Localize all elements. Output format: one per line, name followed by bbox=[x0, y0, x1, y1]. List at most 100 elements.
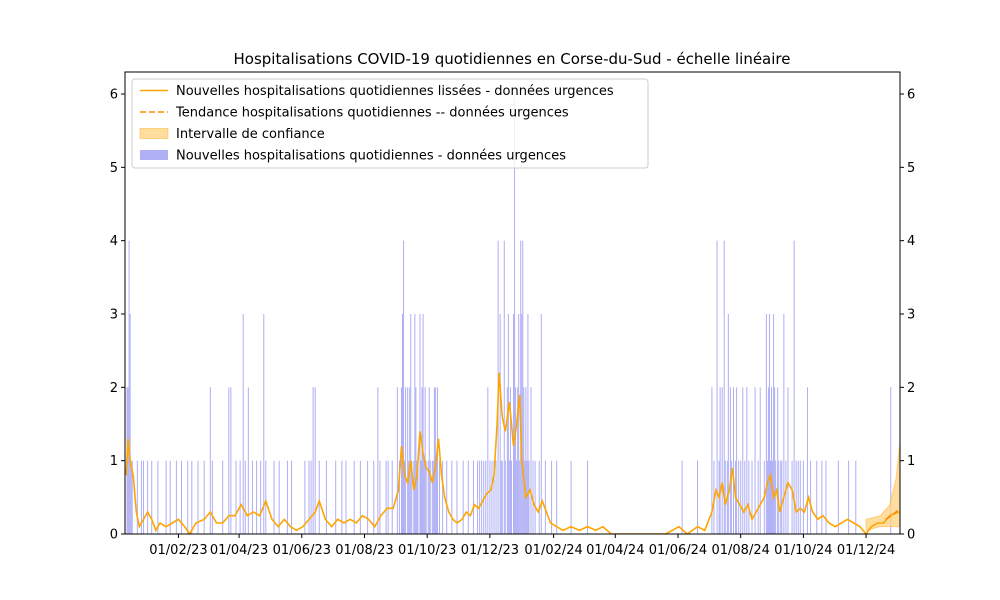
x-tick: 01/02/23 bbox=[149, 534, 208, 558]
bar bbox=[732, 387, 735, 534]
bar bbox=[432, 460, 434, 534]
bar bbox=[773, 314, 775, 534]
y-tick-left: 0 bbox=[110, 528, 125, 543]
bar bbox=[742, 387, 744, 534]
bar bbox=[738, 460, 740, 534]
bar bbox=[716, 240, 718, 534]
bar bbox=[530, 387, 532, 534]
legend: Nouvelles hospitalisations quotidiennes … bbox=[131, 78, 649, 169]
bar bbox=[431, 460, 433, 534]
bar bbox=[521, 314, 523, 534]
bar bbox=[525, 387, 527, 534]
bar bbox=[472, 460, 474, 534]
bar bbox=[499, 314, 501, 534]
bar bbox=[251, 460, 253, 534]
bar bbox=[467, 460, 469, 534]
bar bbox=[751, 460, 753, 534]
x-tick-label: 01/06/23 bbox=[273, 543, 331, 558]
bar bbox=[524, 460, 526, 534]
bar bbox=[419, 314, 421, 534]
bar bbox=[181, 460, 183, 534]
bar bbox=[256, 460, 258, 534]
bar bbox=[407, 387, 409, 534]
bar bbox=[503, 240, 505, 534]
y-tick-left: 5 bbox=[110, 161, 125, 176]
x-tick-label: 01/04/24 bbox=[586, 543, 644, 558]
bar bbox=[345, 460, 347, 534]
legend-box bbox=[131, 78, 649, 169]
bar bbox=[821, 460, 823, 534]
bar bbox=[729, 387, 731, 534]
bar bbox=[799, 460, 801, 534]
bar bbox=[528, 460, 530, 534]
bar bbox=[855, 460, 857, 534]
bar bbox=[127, 387, 129, 534]
y-tick-label: 4 bbox=[110, 234, 118, 249]
x-tick: 01/06/23 bbox=[273, 534, 331, 558]
bar bbox=[414, 314, 416, 534]
bar bbox=[759, 387, 761, 534]
bar bbox=[587, 460, 589, 534]
bar bbox=[489, 460, 491, 534]
bar bbox=[780, 460, 782, 534]
bar bbox=[740, 460, 742, 534]
bar bbox=[721, 387, 723, 534]
bar bbox=[501, 460, 503, 534]
x-tick: 01/04/23 bbox=[210, 534, 268, 558]
plot-series bbox=[125, 97, 900, 534]
bar bbox=[314, 387, 316, 534]
bar bbox=[793, 240, 795, 534]
y-tick-label: 3 bbox=[907, 308, 915, 323]
bar bbox=[379, 460, 381, 534]
y-tick-left: 2 bbox=[110, 381, 125, 396]
bar bbox=[777, 387, 779, 534]
y-tick-left: 4 bbox=[110, 234, 125, 249]
bar bbox=[513, 314, 515, 534]
bar bbox=[439, 460, 441, 534]
bar bbox=[520, 240, 522, 534]
x-tick: 01/12/24 bbox=[837, 534, 895, 558]
bar bbox=[527, 314, 529, 534]
bar bbox=[785, 460, 787, 534]
bar bbox=[519, 460, 521, 534]
bar bbox=[723, 240, 725, 534]
bar bbox=[415, 387, 417, 534]
bar bbox=[373, 460, 375, 534]
y-tick-right: 5 bbox=[900, 161, 915, 176]
bar bbox=[411, 460, 413, 534]
y-tick-left: 6 bbox=[110, 88, 125, 103]
bar bbox=[151, 460, 153, 534]
bar bbox=[477, 460, 479, 534]
bar bbox=[508, 460, 510, 534]
bar bbox=[391, 460, 393, 534]
x-tick: 01/08/24 bbox=[711, 534, 770, 558]
legend-item: Tendance hospitalisations quotidiennes -… bbox=[140, 106, 569, 121]
bar bbox=[711, 387, 713, 534]
bar bbox=[128, 240, 130, 534]
bar bbox=[222, 460, 224, 534]
bar bbox=[781, 460, 783, 534]
bar bbox=[404, 460, 406, 534]
y-tick-label: 4 bbox=[907, 234, 915, 249]
plot-frame bbox=[124, 71, 901, 535]
bar bbox=[129, 314, 131, 534]
bar bbox=[235, 460, 237, 534]
bar bbox=[413, 460, 415, 534]
bar bbox=[131, 460, 133, 534]
bar bbox=[487, 387, 489, 534]
bar bbox=[436, 387, 438, 534]
bar bbox=[890, 387, 892, 534]
bar bbox=[396, 387, 398, 534]
bar bbox=[825, 460, 827, 534]
legend-label: Nouvelles hospitalisations quotidiennes … bbox=[176, 84, 614, 99]
bar bbox=[239, 460, 241, 534]
bar bbox=[451, 460, 453, 534]
x-tick-label: 01/10/23 bbox=[398, 543, 456, 558]
bar bbox=[754, 387, 756, 534]
legend-label: Tendance hospitalisations quotidiennes -… bbox=[175, 106, 569, 121]
bar bbox=[506, 387, 508, 534]
bar bbox=[417, 460, 419, 534]
bar bbox=[260, 460, 262, 534]
bar bbox=[766, 460, 768, 534]
